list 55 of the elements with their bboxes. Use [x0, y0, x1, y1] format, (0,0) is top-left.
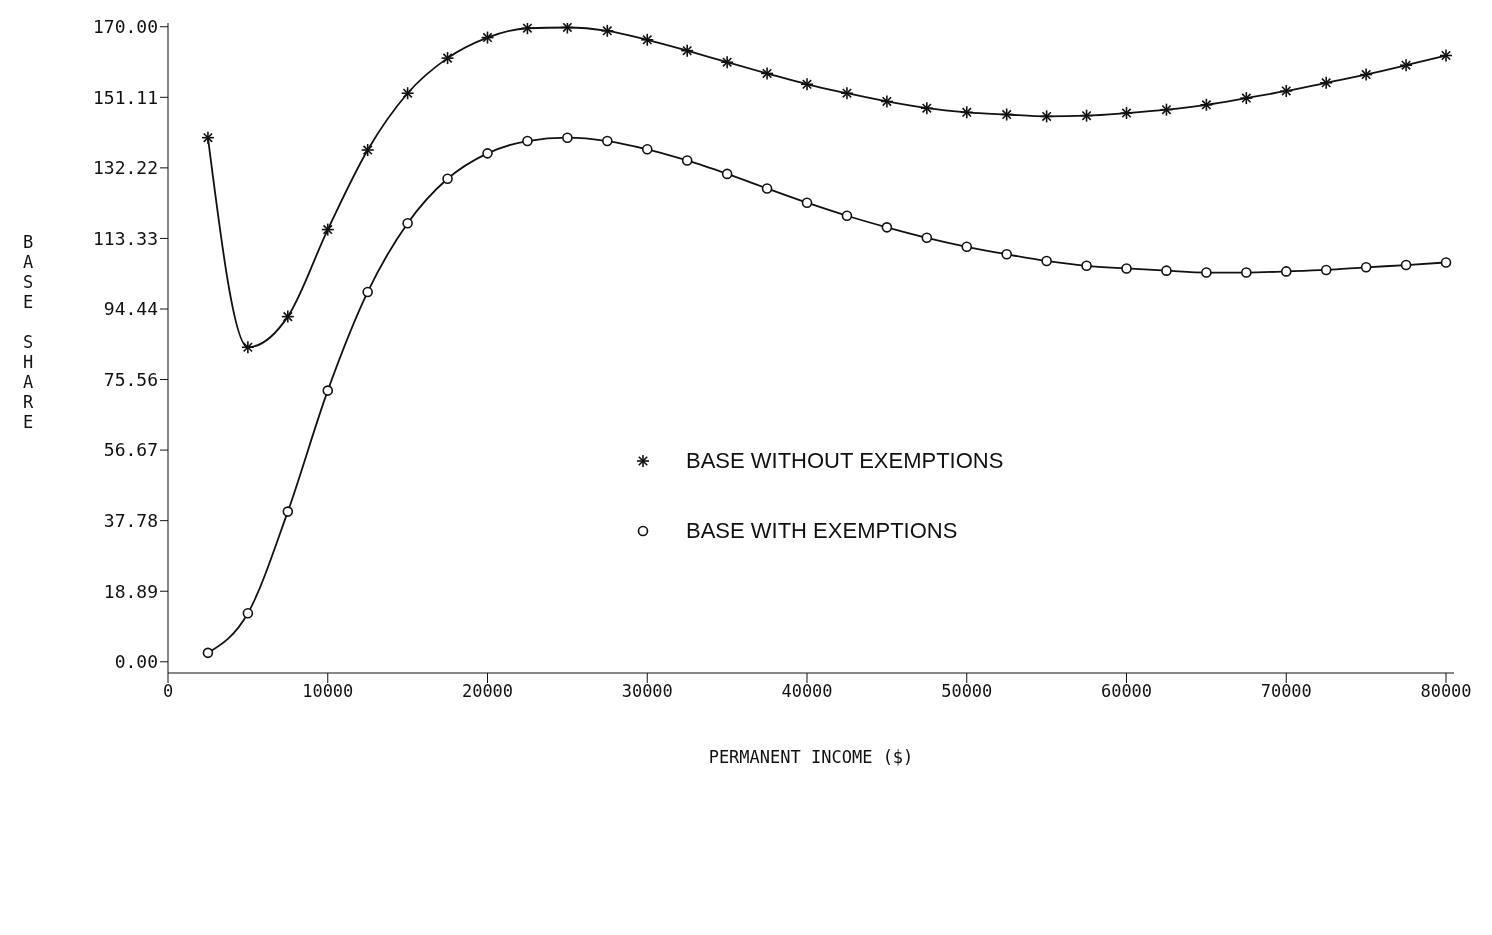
y-tick-label: 170.00 [92, 16, 158, 38]
y-tick-label: 37.78 [103, 510, 158, 532]
point [1041, 255, 1052, 267]
point [801, 197, 813, 208]
point [1360, 262, 1372, 273]
y-tick-label: 18.89 [103, 580, 158, 602]
point [282, 506, 294, 517]
point [202, 647, 214, 659]
point [1161, 265, 1172, 276]
point [562, 132, 573, 143]
point [841, 210, 853, 222]
point [921, 232, 933, 244]
point [1400, 259, 1412, 271]
legend-label: BASE WITHOUT EXEMPTIONS [686, 448, 1004, 474]
y-tick-label: 94.44 [103, 298, 158, 320]
point [1320, 264, 1332, 276]
point [1201, 267, 1212, 278]
point [761, 183, 773, 194]
point [721, 168, 733, 180]
x-tick-label: 50000 [941, 681, 993, 702]
point [1241, 267, 1252, 278]
point [322, 385, 334, 396]
point [1001, 248, 1012, 260]
point [362, 286, 373, 298]
x-tick-label: 10000 [302, 681, 354, 702]
point [961, 241, 973, 253]
point [1280, 266, 1292, 277]
point [641, 143, 653, 155]
point [522, 135, 533, 147]
point [1440, 257, 1452, 268]
y-tick-label: 132.22 [92, 157, 158, 179]
x-tick-label: 30000 [621, 681, 673, 702]
x-axis-title: PERMANENT INCOME ($) [708, 747, 914, 767]
y-tick-label: 56.67 [103, 439, 158, 461]
x-tick-label: 40000 [781, 681, 833, 702]
text: BASE SHARE [22, 232, 34, 432]
point [1081, 260, 1092, 272]
point [1121, 263, 1132, 274]
point [681, 155, 693, 166]
point [602, 135, 613, 147]
point [242, 607, 254, 619]
x-tick-label: 60000 [1100, 681, 1153, 702]
point [442, 173, 453, 185]
point [482, 148, 493, 159]
point [881, 222, 893, 233]
x-tick-label: 0 [162, 681, 174, 702]
y-tick-label: 75.56 [103, 368, 158, 390]
y-tick-label: 113.33 [92, 227, 158, 249]
y-tick-label: 0.00 [114, 651, 158, 673]
x-tick-label: 70000 [1260, 681, 1312, 702]
x-tick-label: 80000 [1420, 681, 1472, 702]
x-tick-label: 20000 [461, 681, 514, 702]
legend-label: BASE WITH EXEMPTIONS [686, 518, 958, 544]
point [402, 217, 413, 229]
y-tick-label: 151.11 [92, 86, 158, 108]
